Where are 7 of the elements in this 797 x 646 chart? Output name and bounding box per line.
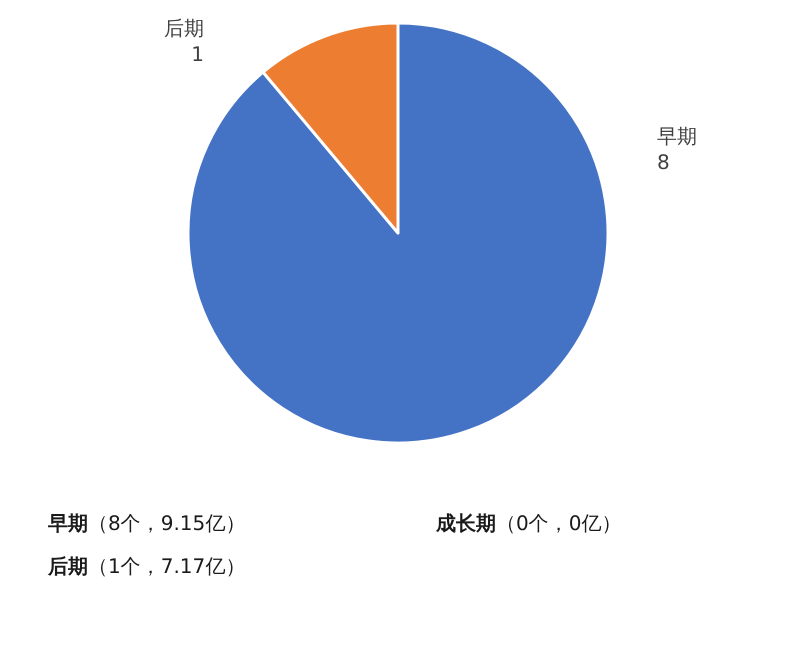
- text: 后期（1个，7.17亿）: [47, 554, 246, 578]
- slice-label: 早期: [657, 124, 697, 148]
- data-label: 8: [657, 150, 670, 174]
- text: 早期（8个，9.15亿）: [47, 511, 246, 535]
- text: 成长期（0个，0亿）: [435, 511, 622, 535]
- slice-label: 后期: [164, 16, 204, 40]
- data-label: 1: [191, 42, 204, 66]
